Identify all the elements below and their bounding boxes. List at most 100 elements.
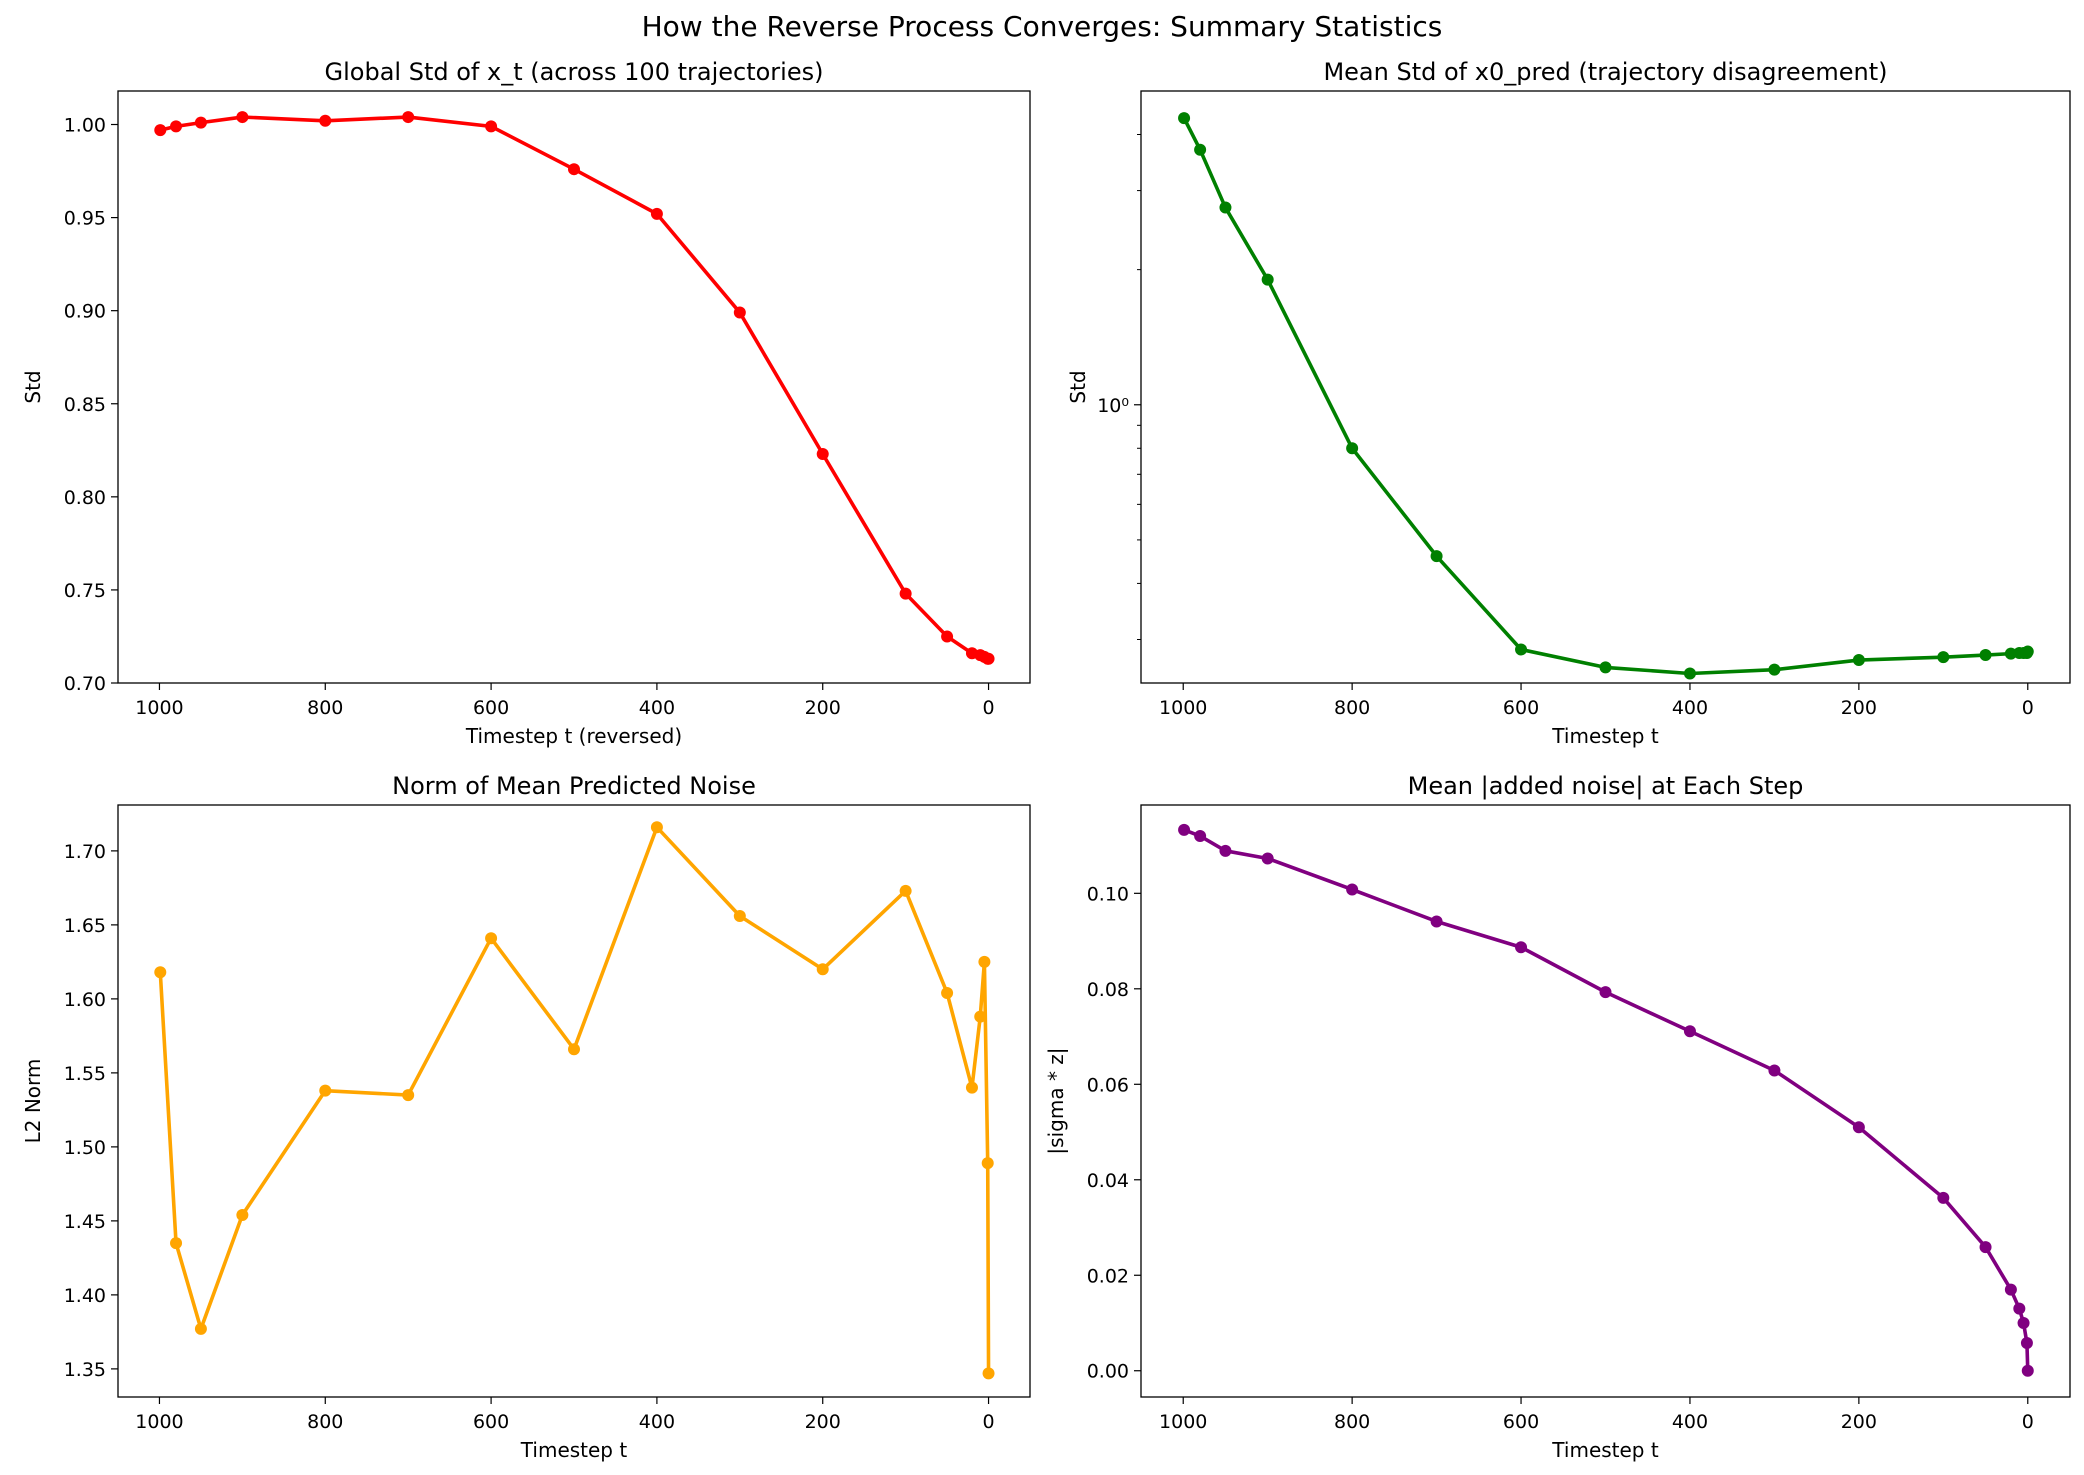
- data-point: [1768, 663, 1781, 676]
- data-point: [1683, 667, 1696, 680]
- data-point: [899, 587, 912, 600]
- subplot-3-xlabel: Timestep t: [520, 1438, 628, 1462]
- x-tick-label: 1000: [135, 1411, 183, 1433]
- data-point: [319, 114, 332, 127]
- y-tick-label: 0.06: [1087, 1074, 1129, 1096]
- x-tick-label: 1000: [135, 697, 183, 719]
- data-point: [2021, 1364, 2034, 1377]
- y-tick-label: 1.60: [64, 989, 106, 1011]
- y-tick-label: 0.85: [64, 394, 106, 416]
- data-point: [1937, 651, 1950, 664]
- x-tick-label: 400: [639, 697, 675, 719]
- subplot-2-title: Mean Std of x0_pred (trajectory disagree…: [1323, 58, 1887, 86]
- data-point: [1852, 1121, 1865, 1134]
- y-tick-label: 1.40: [64, 1285, 106, 1307]
- data-point: [1979, 1241, 1992, 1254]
- y-tick-label: 0.75: [64, 580, 106, 602]
- x-tick-label: 600: [1503, 1411, 1539, 1433]
- y-tick-label: 10⁰: [1097, 395, 1129, 417]
- subplot-4: Mean |added noise| at Each Step 1000 800 60…: [1044, 772, 2071, 1462]
- x-tick-label: 400: [1672, 1411, 1708, 1433]
- data-point: [402, 111, 415, 124]
- data-point: [1515, 941, 1528, 954]
- y-tick-label: 0.10: [1087, 883, 1129, 905]
- data-point: [1683, 1025, 1696, 1038]
- subplot-3-title: Norm of Mean Predicted Noise: [392, 772, 756, 800]
- subplot-1-xlabel: Timestep t (reversed): [465, 724, 682, 748]
- data-point: [1599, 661, 1612, 674]
- data-point: [2021, 645, 2034, 658]
- data-point: [568, 163, 580, 176]
- subplot-1-ylabel: Std: [21, 370, 45, 403]
- y-tick-label: 1.55: [64, 1063, 106, 1085]
- y-tick-label: 1.65: [64, 915, 106, 937]
- y-tick-label: 0.08: [1087, 979, 1129, 1001]
- data-point: [1346, 883, 1359, 896]
- data-point: [1219, 201, 1232, 214]
- data-point: [402, 1089, 415, 1102]
- y-tick-label: 1.50: [64, 1137, 106, 1159]
- x-tick-label: 0: [2022, 1411, 2034, 1433]
- data-point: [568, 1043, 580, 1056]
- x-tick-label: 1000: [1159, 697, 1207, 719]
- y-tick-label: 1.00: [64, 115, 106, 137]
- data-point: [485, 120, 498, 133]
- series-line: [1182, 116, 2030, 676]
- x-tick-label: 0: [982, 1411, 994, 1433]
- data-point: [982, 1367, 995, 1380]
- data-point: [170, 1237, 183, 1250]
- subplot-2-ylabel: Std: [1066, 370, 1090, 403]
- x-tick-label: 200: [805, 697, 841, 719]
- series-line: [158, 115, 991, 661]
- data-point: [982, 652, 995, 665]
- x-tick-label: 800: [1334, 697, 1370, 719]
- y-tick-label: 0.80: [64, 487, 106, 509]
- axes-frame: [117, 90, 1031, 684]
- data-point: [816, 963, 829, 976]
- series-line: [1182, 828, 2030, 1373]
- data-point: [733, 910, 746, 922]
- y-tick-label: 0.95: [64, 208, 106, 230]
- data-point: [1219, 844, 1232, 857]
- subplot-4-xlabel: Timestep t: [1551, 1438, 1659, 1462]
- axes-frame: [1140, 804, 2071, 1398]
- axes-frame: [117, 804, 1031, 1398]
- data-point: [194, 1322, 207, 1335]
- x-tick-label: 800: [1334, 1411, 1370, 1433]
- x-tick-label: 200: [805, 1411, 841, 1433]
- data-point: [974, 1010, 987, 1023]
- x-tick-label: 400: [1672, 697, 1708, 719]
- series-line: [158, 825, 991, 1376]
- axes-frame: [1140, 90, 2071, 684]
- data-point: [1768, 1064, 1781, 1077]
- x-tick-label: 600: [473, 697, 509, 719]
- data-point: [236, 111, 249, 124]
- data-point: [1261, 273, 1274, 286]
- subplot-1: Global Std of x_t (across 100 trajectori…: [21, 58, 1031, 748]
- data-point: [1979, 649, 1992, 662]
- data-point: [154, 124, 167, 137]
- data-point: [1515, 643, 1528, 656]
- subplot-2-xlabel: Timestep t: [1551, 724, 1659, 748]
- x-tick-label: 0: [982, 697, 994, 719]
- x-tick-label: 200: [1841, 1411, 1877, 1433]
- data-point: [319, 1084, 332, 1097]
- x-tick-label: 1000: [1159, 1411, 1207, 1433]
- data-point: [1194, 830, 1207, 843]
- x-tick-label: 600: [1503, 697, 1539, 719]
- subplot-3-ylabel: L2 Norm: [21, 1059, 45, 1144]
- subplot-4-ylabel: |sigma * z|: [1044, 1047, 1068, 1154]
- data-point: [1178, 823, 1191, 836]
- subplot-2: Mean Std of x0_pred (trajectory disagree…: [1066, 58, 2071, 748]
- y-tick-label: 0.04: [1087, 1170, 1129, 1192]
- data-point: [650, 207, 663, 220]
- data-point: [194, 116, 207, 129]
- y-tick-label: 0.00: [1087, 1361, 1129, 1383]
- data-point: [236, 1208, 249, 1221]
- x-tick-label: 400: [639, 1411, 675, 1433]
- data-point: [2013, 1302, 2026, 1315]
- y-tick-label: 0.90: [64, 301, 106, 323]
- data-point: [650, 821, 663, 834]
- data-point: [941, 986, 954, 999]
